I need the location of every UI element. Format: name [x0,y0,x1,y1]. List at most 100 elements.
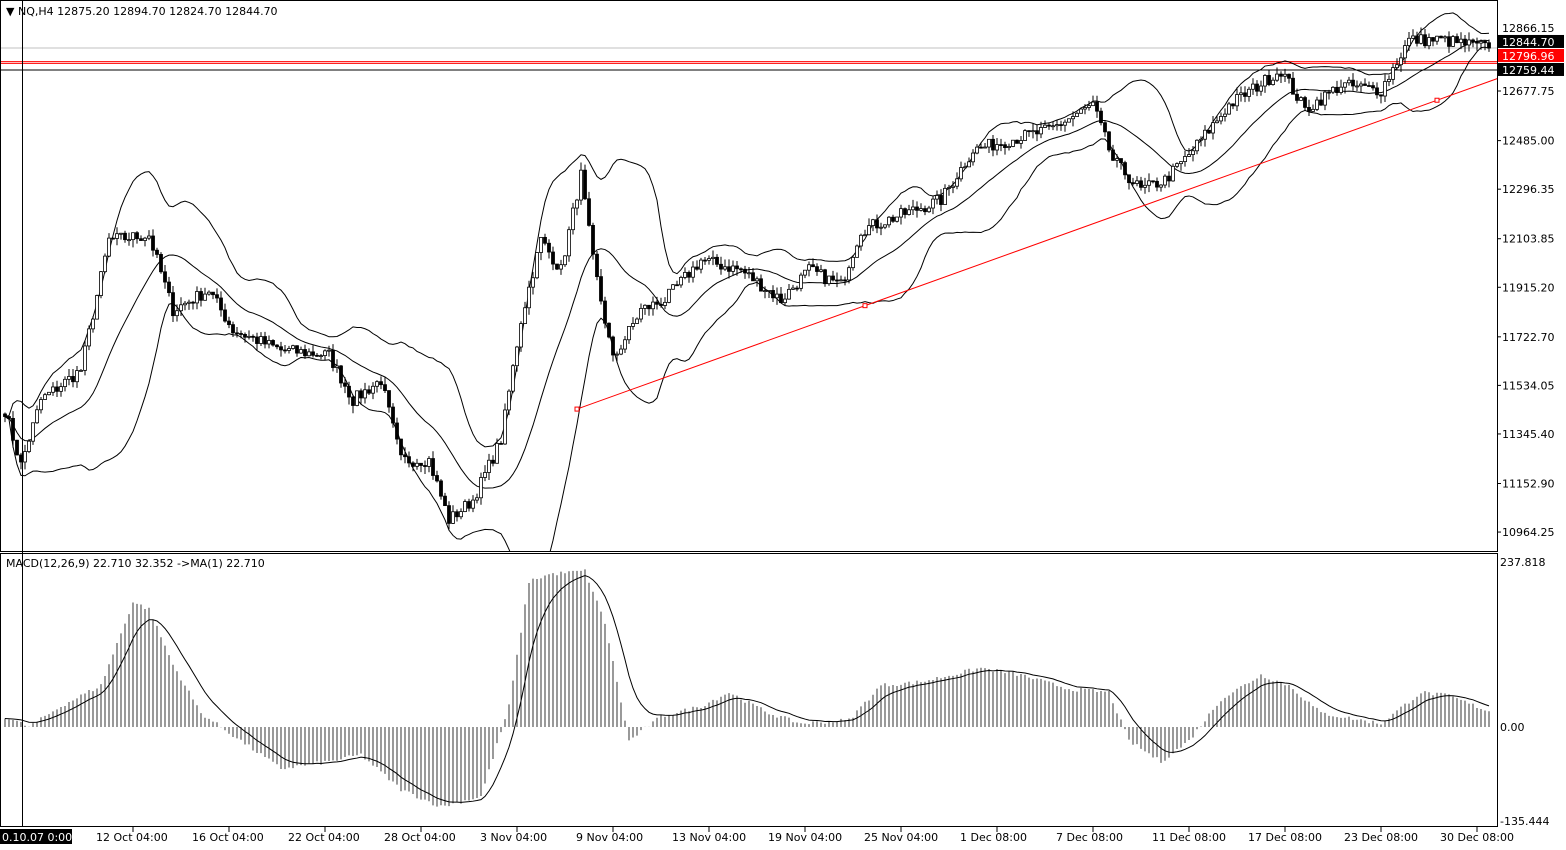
candle-body [1387,78,1391,82]
candle [1399,52,1403,72]
candle [1303,95,1307,111]
candle-body [339,365,343,384]
candle [1167,171,1171,188]
candle [403,447,407,464]
candle-body [1291,77,1295,95]
candle [447,501,451,530]
candle-body [915,206,919,211]
candle [291,344,295,350]
candle-body [623,339,627,350]
candle [191,300,195,310]
candle-body [1391,67,1395,80]
candle-body [1263,75,1267,87]
candle [539,236,543,261]
candle-body [263,336,267,345]
candle [1067,118,1071,123]
candle-body [815,266,819,272]
candle [1467,32,1471,52]
candle-body [523,307,527,324]
candle [623,336,627,353]
price-label-box [1498,34,1564,48]
candle-body [1111,149,1115,161]
candle [63,376,67,392]
price-tick-label: 12866.15 [1502,22,1555,35]
candle-body [331,349,335,368]
candle [1247,86,1251,102]
candle-body [811,264,815,268]
candle-body [947,187,951,189]
candle [1339,79,1343,95]
candle-body [1455,36,1459,44]
candle [979,143,983,149]
candle [1427,33,1431,50]
candle-body [687,271,691,278]
candle-body [527,286,531,309]
candle [1171,163,1175,182]
candle-body [1231,103,1235,107]
candle-body [1171,165,1175,182]
candle-body [699,259,703,270]
candle-body [139,238,143,241]
price-tick-label: 10964.25 [1502,526,1555,539]
candle-body [47,391,51,396]
candle [627,326,631,344]
bollinger-middle [4,39,1490,489]
price-label-current: 12844.70 [1502,36,1555,49]
candle [1335,80,1339,96]
candle [1107,131,1111,153]
candle-body [1215,120,1219,124]
candle [479,472,483,505]
candle-body [1059,124,1063,126]
candle [1259,80,1263,96]
time-tick-label: 13 Nov 04:00 [672,831,746,844]
candle-body [571,207,575,231]
time-tick-label: 22 Oct 04:00 [288,831,360,844]
candle-body [499,442,503,445]
candle-body [839,279,843,282]
candle-body [1259,85,1263,92]
candle [791,284,795,290]
candle [23,444,27,470]
price-tick-label: 11152.90 [1502,477,1555,490]
candle [1123,160,1127,180]
candle-body [615,353,619,356]
candle-body [483,472,487,478]
candle [391,403,395,428]
candle [983,142,987,149]
candle [1363,78,1367,86]
candle [871,218,875,232]
candle-body [171,292,175,317]
candle-body [91,318,95,330]
candle [1275,67,1279,82]
bollinger-upper [4,12,1490,448]
candle [1015,139,1019,144]
candle-body [1187,154,1191,157]
candle [215,288,219,303]
candle [503,403,507,445]
candle [887,215,891,228]
candle [255,332,259,351]
candle [239,330,243,339]
candle-body [659,303,663,306]
candle-body [1015,139,1019,144]
candle [423,460,427,475]
candle [495,438,499,464]
candle-body [1159,184,1163,188]
candle-body [1047,124,1051,127]
candle-body [679,277,683,286]
candle [123,230,127,243]
candle-body [995,144,999,151]
candle-body [1339,86,1343,93]
candle-body [775,293,779,299]
candle-body [191,301,195,304]
candle [1203,125,1207,147]
candle [59,382,63,397]
candle [415,458,419,470]
candle [127,232,131,246]
candle-body [951,185,955,188]
candle-body [1003,144,1007,148]
candle-body [923,208,927,213]
triangle-down-icon[interactable]: ▼ [6,5,15,18]
candle [611,335,615,362]
